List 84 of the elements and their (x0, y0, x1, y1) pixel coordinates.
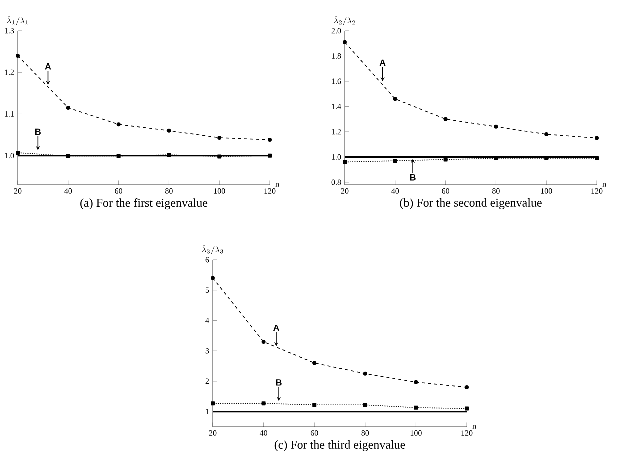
point (444, 117, 448, 122)
point (595, 136, 600, 140)
x-tick-label: 60 (115, 188, 123, 194)
x-tick-label: 100 (214, 188, 226, 194)
y-tick-label: 1.6 (332, 78, 342, 84)
point (167, 128, 172, 133)
x-tick-label: 20 (14, 188, 22, 194)
y-tick-label: 5 (206, 288, 210, 294)
annotation: B (276, 380, 282, 386)
y-tick-label: 1.4 (332, 104, 342, 110)
y-tick-label: 1.2 (5, 70, 14, 76)
point (393, 97, 398, 102)
x-tick-label: 80 (362, 430, 370, 436)
point (268, 154, 272, 158)
x-axis-title: n (276, 183, 280, 187)
y-axis-title: $\hat{\lambda}_3/\lambda_3$ (202, 244, 224, 254)
point (218, 154, 222, 159)
y-tick-label: 1.0 (5, 153, 14, 159)
point (414, 380, 418, 384)
annotation: A (273, 324, 280, 332)
y-axis-title: $\hat{\lambda}_1/\lambda_1$ (7, 16, 28, 26)
point (465, 386, 470, 390)
point (393, 159, 398, 164)
x-tick-label: 80 (166, 188, 173, 194)
x-tick-label: 100 (410, 430, 422, 436)
text: (b) For the second eigenvalue (400, 198, 542, 210)
text: (a) For the first eigenvalue (80, 198, 208, 210)
point (312, 403, 317, 408)
point (211, 276, 216, 280)
x-tick-label: 80 (492, 188, 500, 194)
y-axis-title: $\hat{\lambda}_2/\lambda_2$ (334, 16, 356, 26)
y-tick-label: 1.0 (332, 154, 342, 160)
point (494, 124, 498, 129)
y-tick-label: 1.1 (5, 112, 14, 117)
point (343, 40, 348, 44)
x-tick-label: 120 (264, 188, 276, 194)
x-tick-label: 20 (341, 188, 349, 194)
point (262, 340, 266, 344)
y-tick-label: 6 (206, 257, 210, 263)
y-tick-label: 4 (206, 318, 210, 324)
x-tick-label: 40 (260, 430, 268, 436)
x-axis-title: n (472, 425, 476, 429)
x-tick-label: 120 (462, 430, 473, 436)
point (363, 372, 368, 376)
y-tick-label: 1 (206, 409, 209, 414)
point (312, 361, 317, 366)
y-tick-label: 1.8 (332, 54, 342, 59)
point (16, 150, 20, 155)
y-tick-label: 2.0 (332, 28, 342, 34)
y-tick-label: 0.8 (332, 180, 342, 186)
annotation: A (380, 60, 386, 66)
y-tick-label: 3 (206, 348, 210, 354)
point (444, 158, 448, 162)
x-tick-label: 60 (442, 188, 450, 194)
x-tick-label: 100 (541, 188, 552, 194)
annotation: B (36, 128, 41, 136)
x-axis-title: n (602, 183, 606, 187)
annotation: B (410, 174, 416, 181)
point (544, 132, 549, 137)
y-tick-label: 1.2 (332, 129, 342, 135)
point (211, 402, 216, 406)
point (66, 106, 70, 110)
point (218, 136, 222, 140)
y-tick-label: 2 (206, 378, 210, 384)
point (167, 153, 172, 158)
point (595, 156, 600, 160)
x-tick-label: 20 (209, 430, 217, 436)
point (363, 403, 368, 408)
point (66, 154, 70, 158)
point (116, 122, 121, 127)
point (343, 160, 348, 164)
x-tick-label: 40 (64, 188, 72, 194)
point (268, 138, 272, 142)
y-tick-label: 1.3 (5, 28, 14, 34)
point (262, 402, 266, 406)
text: (c) For the third eigenvalue (274, 440, 406, 452)
x-tick-label: 120 (592, 188, 603, 194)
x-tick-label: 40 (392, 188, 400, 194)
point (16, 54, 20, 58)
point (414, 406, 418, 410)
point (465, 406, 470, 411)
point (116, 154, 121, 158)
annotation: A (45, 64, 52, 70)
x-tick-label: 60 (310, 430, 318, 436)
